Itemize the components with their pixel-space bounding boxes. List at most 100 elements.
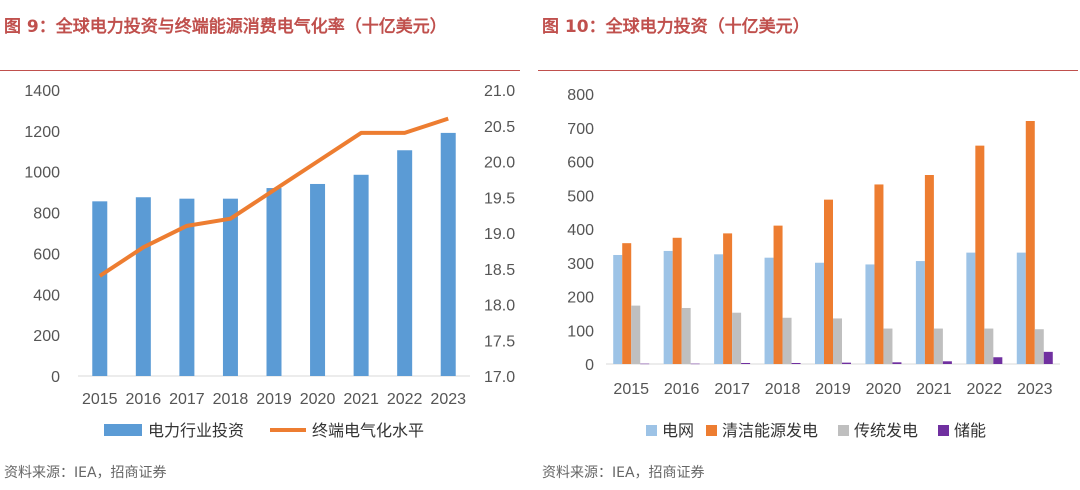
bar-power-investment: [397, 150, 413, 376]
legend-label-investment: 电力行业投资: [148, 421, 244, 440]
bar-power-investment: [353, 174, 369, 376]
legend-swatch-clean: [706, 425, 717, 436]
x-tick-right: 2015: [613, 381, 649, 398]
bar-storage: [892, 362, 902, 364]
y-tick-right: 0: [585, 357, 594, 374]
x-tick-right: 2018: [765, 381, 801, 398]
x-tick-left: 2023: [430, 391, 466, 408]
x-tick-left: 2019: [256, 391, 292, 408]
bar-clean-energy: [622, 243, 632, 364]
bar-conventional: [833, 318, 842, 364]
bar-conventional: [883, 328, 893, 364]
bar-storage: [993, 357, 1003, 364]
y-tick-left: 400: [33, 287, 60, 304]
chart-title-left: 图 9：全球电力投资与终端能源消费电气化率（十亿美元）: [4, 17, 447, 37]
y2-tick-left: 21.0: [484, 83, 515, 100]
x-tick-right: 2022: [967, 381, 1003, 398]
bar-conventional: [933, 328, 943, 364]
bar-storage: [741, 362, 751, 364]
bar-power-investment: [135, 197, 151, 376]
x-tick-right: 2017: [714, 381, 750, 398]
bar-conventional: [681, 307, 691, 364]
x-tick-right: 2016: [664, 381, 700, 398]
bar-grid: [966, 252, 976, 364]
y-tick-right: 600: [567, 155, 594, 172]
y-tick-left: 1000: [24, 165, 60, 182]
y-tick-right: 100: [567, 323, 594, 340]
bar-storage: [842, 362, 851, 364]
bar-conventional: [1034, 329, 1044, 364]
title-divider-left: [0, 70, 520, 71]
y-tick-left: 200: [33, 328, 60, 345]
bar-clean-energy: [874, 184, 884, 364]
x-tick-left: 2016: [126, 391, 162, 408]
legend-swatch-storage: [938, 425, 949, 436]
bar-grid: [915, 261, 925, 364]
bar-conventional: [782, 317, 792, 364]
y2-tick-left: 18.0: [484, 298, 515, 315]
bar-storage: [942, 361, 952, 364]
bar-power-investment: [92, 201, 108, 376]
bar-grid: [1016, 252, 1026, 364]
bar-grid: [714, 254, 724, 364]
y2-tick-left: 19.5: [484, 190, 515, 207]
y2-tick-left: 17.0: [484, 369, 515, 386]
bar-clean-energy: [773, 225, 783, 364]
bar-storage: [1043, 351, 1053, 364]
bar-power-investment: [222, 198, 238, 376]
y-tick-right: 300: [567, 256, 594, 273]
bar-clean-energy: [723, 233, 733, 364]
x-tick-left: 2017: [169, 391, 205, 408]
bar-grid: [815, 262, 824, 364]
y-tick-left: 1200: [24, 124, 60, 141]
y-tick-right: 800: [567, 87, 594, 104]
bar-grid: [865, 264, 875, 364]
legend-label-grid: 电网: [662, 421, 694, 440]
line-electrification: [98, 116, 449, 278]
y-tick-left: 1400: [24, 83, 60, 100]
legend-swatch-grid: [646, 425, 657, 436]
y-tick-left: 800: [33, 206, 60, 223]
x-tick-left: 2020: [300, 391, 336, 408]
chart-title-right: 图 10：全球电力投资（十亿美元）: [542, 17, 810, 37]
legend-label-storage: 储能: [954, 421, 986, 440]
bar-clean-energy: [824, 199, 833, 364]
legend-swatch-conventional: [838, 425, 849, 436]
y-tick-left: 0: [51, 369, 60, 386]
bar-conventional: [631, 305, 641, 364]
x-tick-left: 2018: [213, 391, 249, 408]
y-tick-right: 700: [567, 121, 594, 138]
y2-tick-left: 18.5: [484, 262, 515, 279]
bar-storage: [791, 362, 801, 364]
legend-swatch-investment: [104, 424, 142, 436]
legend-label-conventional: 传统发电: [854, 421, 918, 440]
x-tick-left: 2021: [343, 391, 379, 408]
source-note-right: 资料来源：IEA，招商证券: [542, 465, 705, 481]
y2-tick-left: 20.5: [484, 119, 515, 136]
bar-conventional: [732, 312, 742, 364]
bar-power-investment: [440, 132, 456, 376]
bar-power-investment: [179, 198, 195, 376]
x-tick-right: 2019: [815, 381, 851, 398]
bar-storage: [690, 363, 700, 365]
legend-label-clean: 清洁能源发电: [722, 421, 818, 440]
bar-power-investment: [266, 188, 282, 376]
source-note-left: 资料来源：IEA，招商证券: [4, 465, 167, 481]
y-tick-right: 200: [567, 290, 594, 307]
y-tick-right: 500: [567, 188, 594, 205]
y2-tick-left: 20.0: [484, 155, 515, 172]
bar-storage: [640, 363, 650, 365]
x-tick-right: 2020: [866, 381, 902, 398]
x-tick-right: 2021: [916, 381, 952, 398]
y2-tick-left: 19.0: [484, 226, 515, 243]
bar-grid: [613, 254, 623, 364]
bar-clean-energy: [975, 145, 985, 364]
y-tick-left: 600: [33, 246, 60, 263]
bar-clean-energy: [924, 175, 934, 364]
bar-clean-energy: [672, 237, 682, 364]
bar-grid: [764, 257, 774, 364]
x-tick-left: 2015: [82, 391, 118, 408]
y-tick-right: 400: [567, 222, 594, 239]
legend-label-electrification: 终端电气化水平: [312, 421, 424, 440]
